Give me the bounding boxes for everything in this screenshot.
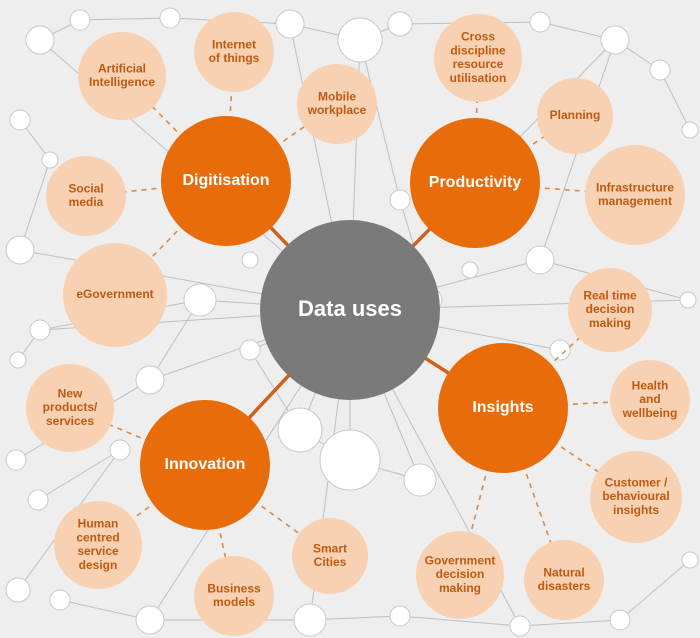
leaf-inframgmt-label: management <box>598 194 672 208</box>
leaf-ai: ArtificialIntelligence <box>78 32 166 120</box>
leaf-egov-label: eGovernment <box>76 287 153 301</box>
leaf-realtime-label: decision <box>586 302 635 316</box>
center-node-label: Data uses <box>298 296 402 321</box>
leaf-govdec-label: Government <box>425 553 496 567</box>
leaf-socialmedia: Socialmedia <box>46 156 126 236</box>
hub-productivity-label: Productivity <box>429 174 522 191</box>
hub-productivity: Productivity <box>410 118 540 248</box>
leaf-iot-label: of things <box>209 51 260 65</box>
leaf-hcd-label: Human <box>78 516 119 530</box>
leaf-ai-label: Intelligence <box>89 75 155 89</box>
leaf-custbehav: Customer /behaviouralinsights <box>590 451 682 543</box>
leaf-newprod-label: products/ <box>43 400 98 414</box>
hub-insights: Insights <box>438 343 568 473</box>
leaf-iot: Internetof things <box>194 12 274 92</box>
leaf-mobilework-label: workplace <box>307 103 367 117</box>
center-node: Data uses <box>260 220 440 400</box>
leaf-natdis-label: Natural <box>543 565 584 579</box>
leaf-egov: eGovernment <box>63 243 167 347</box>
leaf-realtime: Real timedecisionmaking <box>568 268 652 352</box>
leaf-health-label: Health <box>632 378 669 392</box>
leaf-govdec-label: making <box>439 581 481 595</box>
hub-innovation-label: Innovation <box>165 456 246 473</box>
leaf-hcd-label: design <box>79 558 118 572</box>
leaf-custbehav-label: Customer / <box>605 475 668 489</box>
hub-digitisation-label: Digitisation <box>182 172 269 189</box>
hub-insights-label: Insights <box>472 399 533 416</box>
leaf-health-label: wellbeing <box>622 406 678 420</box>
leaf-mobilework: Mobileworkplace <box>297 64 377 144</box>
leaf-crossdisc-label: utilisation <box>450 71 507 85</box>
leaf-hcd-label: service <box>77 544 119 558</box>
leaf-newprod-label: services <box>46 414 94 428</box>
leaf-inframgmt-label: Infrastructure <box>596 180 674 194</box>
leaf-smartcities-label: Cities <box>314 555 347 569</box>
network-diagram: ArtificialIntelligence Internetof things M… <box>0 0 700 638</box>
leaf-ai-label: Artificial <box>98 61 146 75</box>
leaf-bizmodels: Businessmodels <box>194 556 274 636</box>
leaf-mobilework-label: Mobile <box>318 89 356 103</box>
leaf-newprod: Newproducts/services <box>26 364 114 452</box>
leaf-crossdisc-label: Cross <box>461 29 495 43</box>
leaf-smartcities: SmartCities <box>292 518 368 594</box>
hub-digitisation: Digitisation <box>161 116 291 246</box>
leaf-health-label: and <box>639 392 660 406</box>
leaf-natdis: Naturaldisasters <box>524 540 604 620</box>
leaf-smartcities-label: Smart <box>313 541 347 555</box>
leaf-bizmodels-label: Business <box>207 581 261 595</box>
leaf-natdis-label: disasters <box>538 579 591 593</box>
leaf-realtime-label: making <box>589 316 631 330</box>
leaf-inframgmt: Infrastructuremanagement <box>585 145 685 245</box>
leaf-crossdisc-label: discipline <box>450 43 506 57</box>
leaf-iot-label: Internet <box>212 37 256 51</box>
leaf-planning-label: Planning <box>550 108 601 122</box>
leaf-hcd-label: centred <box>76 530 119 544</box>
leaf-socialmedia-label: media <box>69 195 104 209</box>
leaf-bizmodels-label: models <box>213 595 255 609</box>
leaf-planning: Planning <box>537 78 613 154</box>
leaf-newprod-label: New <box>58 386 83 400</box>
leaf-realtime-label: Real time <box>583 288 637 302</box>
leaf-govdec-label: decision <box>436 567 485 581</box>
leaf-crossdisc: Crossdisciplineresourceutilisation <box>434 14 522 102</box>
leaf-socialmedia-label: Social <box>68 181 103 195</box>
leaf-govdec: Governmentdecisionmaking <box>416 531 504 619</box>
leaf-custbehav-label: insights <box>613 503 659 517</box>
hub-innovation: Innovation <box>140 400 270 530</box>
leaf-hcd: Humancentredservicedesign <box>54 501 142 589</box>
leaf-health: Healthandwellbeing <box>610 360 690 440</box>
leaf-crossdisc-label: resource <box>453 57 504 71</box>
leaf-custbehav-label: behavioural <box>602 489 669 503</box>
